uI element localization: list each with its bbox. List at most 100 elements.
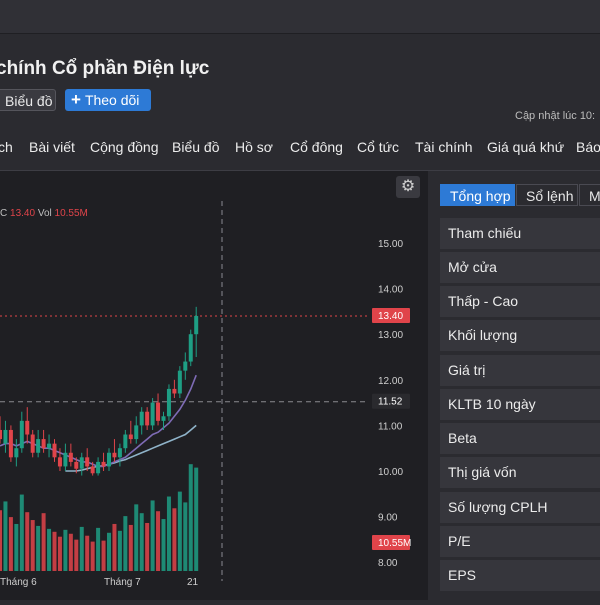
volume-bar <box>52 531 57 571</box>
price-tick-label: 15.00 <box>378 239 403 250</box>
tab-chart[interactable]: Biểu đồ <box>172 139 220 155</box>
last-price-tag: 13.40 <box>378 311 403 322</box>
candle-body <box>117 448 122 458</box>
candle-body <box>74 461 79 469</box>
candle-body <box>101 461 106 467</box>
volume-bar <box>3 501 8 571</box>
price-chart[interactable]: 15.00 14.00 13.00 12.00 11.00 10.00 9.00 8.00 13… <box>0 171 428 600</box>
candle-body <box>30 434 35 453</box>
vol-label: Vol <box>37 208 52 219</box>
row-low-high: Thấp - Cao <box>440 286 600 317</box>
updated-time: Cập nhật lúc 10: <box>515 110 596 122</box>
page-title: chính Cổ phần Điện lực <box>0 58 210 79</box>
volume-bar <box>14 523 19 571</box>
price-tick-label: 12.00 <box>378 376 403 387</box>
panel-tab-more[interactable]: Mu <box>579 184 600 206</box>
price-tick-label: 11.00 <box>378 421 403 432</box>
candle-body <box>25 420 30 435</box>
volume-bar <box>74 539 79 571</box>
last-price-tag-bg <box>372 307 410 323</box>
price-tick-label: 14.00 <box>378 285 403 296</box>
follow-button-label: Theo dõi <box>84 92 140 108</box>
tab-posts[interactable]: Bài viết <box>29 139 75 155</box>
candle-body <box>128 434 133 440</box>
volume-bar <box>107 532 111 571</box>
gear-icon[interactable]: ⚙ <box>396 176 420 198</box>
x-axis-label: 21 <box>187 577 199 588</box>
volume-bar <box>112 523 117 571</box>
candle-body <box>123 434 128 449</box>
candle-body <box>107 452 111 467</box>
row-beta: Beta <box>440 423 600 454</box>
row-shares-outstanding: Số lượng CPLH <box>440 492 600 523</box>
candle-body <box>52 443 57 458</box>
candle-body <box>145 411 150 426</box>
volume-bar <box>139 513 144 571</box>
tab-community[interactable]: Cộng đồng <box>90 139 159 155</box>
candle-body <box>57 457 62 467</box>
candle-body <box>188 334 193 362</box>
crosshair-price-tag-bg <box>372 393 410 409</box>
chart-legend: C 13.40 Vol 10.55M <box>0 208 88 219</box>
volume-bar <box>123 516 128 571</box>
row-open: Mở cửa <box>440 252 600 283</box>
volume-bar <box>177 491 182 571</box>
candle-body <box>90 466 95 474</box>
row-eps: EPS <box>440 560 600 591</box>
volume-bar <box>19 494 24 571</box>
volume-bar <box>101 540 106 571</box>
candle-body <box>3 429 8 444</box>
volume-bar <box>30 520 35 571</box>
panel-tab-summary[interactable]: Tổng hợp <box>440 184 515 206</box>
volume-bar <box>166 496 171 571</box>
follow-button[interactable]: + Theo dõi <box>65 89 151 111</box>
candle-body <box>41 439 46 449</box>
candle-body <box>177 370 182 394</box>
tab-price-history[interactable]: Giá quá khứ <box>487 139 565 155</box>
candle-body <box>166 388 171 417</box>
volume-bar <box>134 504 139 571</box>
price-tick-label: 10.00 <box>378 467 403 478</box>
volume-bar <box>90 541 95 571</box>
tab-financials[interactable]: Tài chính <box>415 139 473 155</box>
volume-bar <box>57 536 62 571</box>
volume-bar <box>8 517 13 571</box>
row-avg-volume-10d: KLTB 10 ngày <box>440 389 600 420</box>
candle-body <box>194 315 199 335</box>
close-label: C <box>0 208 8 219</box>
tab-partial[interactable]: ch <box>0 139 13 155</box>
candle-body <box>112 452 117 458</box>
volume-bar <box>161 519 166 571</box>
volume-bar <box>36 525 41 571</box>
panel-tab-orderbook[interactable]: Sổ lệnh <box>516 184 578 206</box>
candle-body <box>183 361 188 371</box>
x-axis-label: Tháng 6 <box>0 577 37 588</box>
chart-area[interactable]: 15.00 14.00 13.00 12.00 11.00 10.00 9.00 8.00 13… <box>0 171 428 600</box>
plus-icon: + <box>71 90 81 109</box>
volume-bar <box>150 500 155 571</box>
tab-dividends[interactable]: Cổ tức <box>357 139 400 155</box>
candle-body <box>150 402 155 426</box>
candle-body <box>139 411 144 426</box>
candle-body <box>156 402 161 421</box>
volume-bar <box>85 535 90 571</box>
volume-tag-bg <box>372 535 410 550</box>
tab-reports[interactable]: Báo <box>576 139 600 155</box>
chart-button[interactable]: Biểu đồ <box>0 89 56 111</box>
row-market-cap: Thị giá vốn <box>440 457 600 488</box>
price-tick-label: 13.00 <box>378 330 403 341</box>
candle-body <box>19 420 24 449</box>
volume-bar <box>145 522 150 571</box>
crosshair-price-tag: 11.52 <box>378 397 403 408</box>
top-bar <box>0 0 600 34</box>
tab-shareholders[interactable]: Cổ đông <box>290 139 343 155</box>
volume-bar <box>63 529 68 571</box>
volume-bar <box>194 467 199 571</box>
x-axis-label: Tháng 7 <box>104 577 141 588</box>
tab-profile[interactable]: Hồ sơ <box>235 139 273 155</box>
volume-bar <box>41 513 46 571</box>
row-pe: P/E <box>440 526 600 557</box>
candle-body <box>36 439 41 453</box>
volume-bar <box>79 526 84 571</box>
volume-bar <box>172 508 177 571</box>
